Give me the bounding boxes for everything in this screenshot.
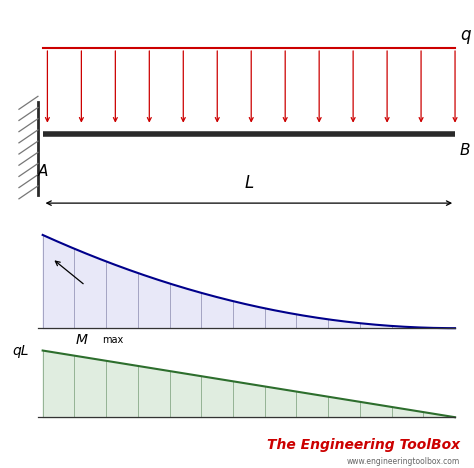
Text: A: A (38, 164, 48, 179)
Text: B: B (460, 143, 470, 158)
Text: max: max (102, 335, 123, 345)
Text: M: M (76, 333, 88, 347)
Text: www.engineeringtoolbox.com: www.engineeringtoolbox.com (346, 457, 460, 466)
Text: L: L (244, 175, 254, 192)
Text: q: q (460, 26, 470, 44)
Text: The Engineering ToolBox: The Engineering ToolBox (267, 438, 460, 452)
Text: qL: qL (12, 344, 28, 358)
